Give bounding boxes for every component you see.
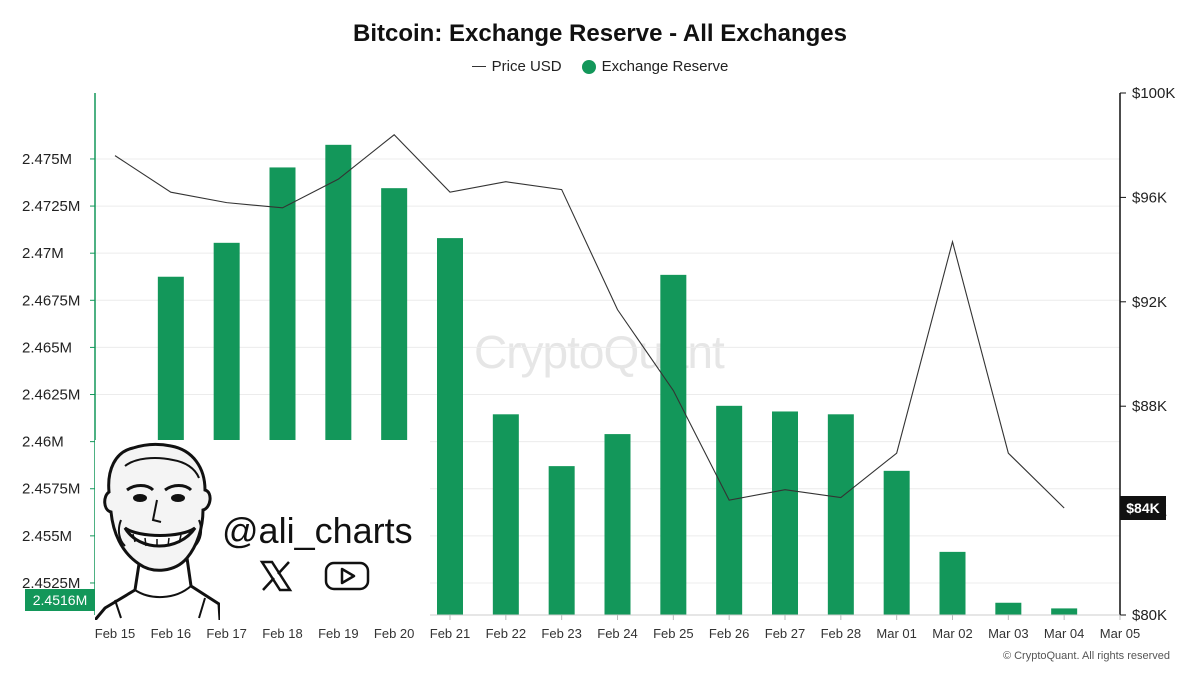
y-left-tick-label: 2.455M [22, 528, 72, 545]
current-price-label: $84K [1120, 495, 1166, 520]
x-tick-label: Feb 20 [374, 626, 414, 641]
y-left-tick-label: 2.465M [22, 339, 72, 356]
bar-feb-25 [660, 274, 687, 615]
bar-mar-03 [995, 602, 1022, 615]
bar-feb-21 [437, 238, 463, 616]
price-line [114, 134, 1065, 509]
y-left-tick-label: 2.4575M [22, 481, 80, 498]
x-tick-label: Mar 01 [876, 626, 916, 641]
bar-mar-01 [883, 470, 910, 615]
bar-feb-28 [827, 414, 854, 615]
bar-mar-02 [939, 551, 966, 615]
y-right-tick-label: $92K [1132, 294, 1167, 311]
copyright-notice: © CryptoQuant. All rights reserved [1002, 650, 1170, 662]
x-tick-label: Feb 18 [262, 626, 302, 641]
chart-legend: Price USD Exchange Reserve [0, 58, 1200, 75]
x-tick-label: Feb 16 [151, 626, 191, 641]
x-tick-label: Mar 03 [988, 626, 1028, 641]
y-left-tick-label: 2.47M [22, 245, 64, 262]
x-tick-label: Feb 19 [318, 626, 358, 641]
bar-mar-04 [1051, 608, 1078, 615]
x-tick-label: Feb 22 [486, 626, 526, 641]
y-right-tick-label: $80K [1132, 607, 1167, 624]
y-left-tick-label: 2.4525M [22, 575, 80, 592]
youtube-icon[interactable] [323, 558, 371, 594]
chart-title: Bitcoin: Exchange Reserve - All Exchange… [353, 20, 847, 47]
x-tick-label: Feb 23 [541, 626, 581, 641]
y-left-tick-label: 2.4675M [22, 292, 80, 309]
x-axis: Feb 15 Feb 16 Feb 17 Feb 18 Feb 19 Feb 20 Feb … [95, 615, 1140, 641]
bar-feb-22 [492, 414, 519, 615]
y-right-tick-label: $88K [1132, 398, 1167, 415]
bar-feb-26 [716, 405, 743, 615]
bar-feb-24 [604, 434, 631, 615]
y-left-tick-label: 2.46M [22, 434, 64, 451]
y-left-tick-label: 2.4725M [22, 198, 80, 215]
x-logo-icon[interactable] [258, 558, 294, 594]
x-tick-label: Mar 04 [1044, 626, 1084, 641]
x-tick-label: Feb 24 [597, 626, 637, 641]
x-tick-label: Feb 17 [206, 626, 246, 641]
x-tick-label: Mar 02 [932, 626, 972, 641]
bar-feb-27 [772, 411, 798, 615]
x-tick-label: Feb 27 [765, 626, 805, 641]
x-tick-label: Feb 28 [821, 626, 861, 641]
legend-item-reserve[interactable]: Exchange Reserve [581, 58, 729, 75]
x-tick-label: Feb 25 [653, 626, 693, 641]
y-left-tick-label: 2.4625M [22, 387, 80, 404]
author-handle[interactable]: @ali_charts [222, 510, 413, 551]
meme-face-icon [95, 442, 220, 620]
legend-dot-swatch [581, 59, 596, 74]
y-axis-left: 2.4525M 2.455M 2.4575M 2.46M 2.4625M 2.465M 2.… [22, 151, 95, 592]
legend-line-swatch [471, 66, 486, 67]
y-right-tick-label: $100K [1132, 85, 1175, 102]
bar-feb-23 [548, 466, 575, 615]
y-right-tick-label: $96K [1132, 189, 1167, 206]
y-left-tick-label: 2.475M [22, 151, 72, 168]
x-tick-label: Feb 15 [95, 626, 135, 641]
legend-label-reserve: Exchange Reserve [601, 58, 729, 75]
x-tick-label: Feb 21 [430, 626, 470, 641]
legend-label-price: Price USD [491, 58, 562, 75]
line-series [114, 134, 1065, 509]
legend-item-price[interactable]: Price USD [471, 58, 562, 75]
x-tick-label: Mar 05 [1100, 626, 1140, 641]
x-tick-label: Feb 26 [709, 626, 749, 641]
current-reserve-label: 2.4516M [25, 588, 95, 611]
author-badge: @ali_charts [95, 440, 430, 620]
y-axis-right: $80K $84K $88K $92K $96K $100K [1120, 85, 1175, 624]
